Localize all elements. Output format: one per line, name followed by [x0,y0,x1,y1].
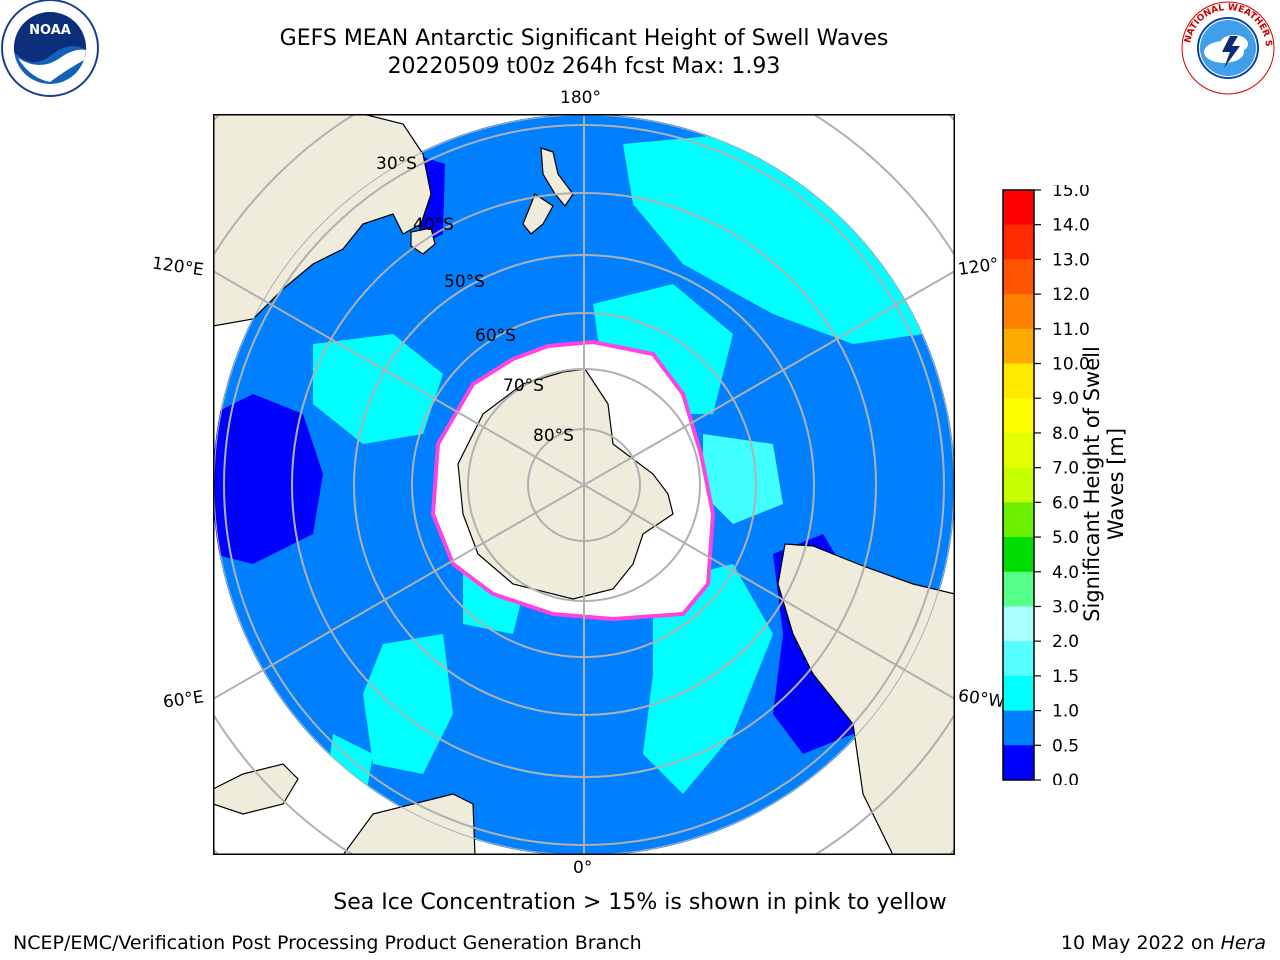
colorbar-bin [1003,537,1034,573]
footer-date-text: 10 May 2022 on [1060,932,1221,954]
colorbar-tick-label: 2.0 [1052,632,1079,652]
footer-host: Hera [1220,932,1266,954]
colorbar-bin [1003,432,1034,469]
longitude-gridlines [213,114,955,855]
colorbar-tick-label: 9.0 [1052,389,1079,409]
colorbar-tick-label: 4.0 [1052,563,1079,583]
noaa-logo: NOAA [1,0,99,97]
lon-label-60w: 60°W [956,686,1004,712]
nws-logo: NATIONAL WEATHER SERVICE [1178,0,1275,95]
colorbar-tick-label: 0.0 [1052,771,1079,785]
colorbar-tick-label: 3.0 [1052,597,1079,617]
lat-label-50s: 50°S [444,272,485,292]
colorbar-bin [1003,675,1034,712]
swell-patch-mid [363,634,453,774]
australia [213,114,432,327]
lat-label-40s: 40°S [413,215,454,235]
colorbar-tick-label: 1.0 [1052,702,1079,722]
new-zealand-south [522,193,554,235]
colorbar-bin [1003,641,1034,677]
lon-label-0: 0° [573,858,593,878]
colorbar-tick-label: 6.0 [1052,493,1079,513]
map-subtitle: 20220509 t00z 264h fcst Max: 1.93 [387,54,781,79]
sea-ice-caption: Sea Ice Concentration > 15% is shown in … [333,890,947,915]
colorbar-tick-label: 10.0 [1052,355,1090,375]
colorbar-tick-label: 11.0 [1052,320,1090,340]
colorbar-bin [1003,294,1034,330]
colorbar-bin [1003,467,1034,503]
footer-credit: NCEP/EMC/Verification Post Processing Pr… [13,932,642,954]
colorbar-bin [1003,745,1034,781]
colorbar-tick-label: 13.0 [1052,250,1090,270]
colorbar-label: Significant Height of Swell Waves [m] [1080,334,1128,634]
lon-label-180: 180° [560,88,601,108]
colorbar-tick-label: 12.0 [1052,285,1090,305]
lon-label-120w: 120° [956,254,1001,280]
lon-label-60e: 60°E [161,687,206,713]
colorbar-bin [1003,224,1034,260]
new-zealand-north [540,147,574,208]
colorbar-tick-label: 7.0 [1052,459,1079,479]
colorbar-bin [1003,190,1034,226]
swell-patch-high [703,434,783,524]
colorbar-bin [1003,710,1034,746]
colorbar-tick-label: 1.5 [1052,667,1079,687]
colorbar-bin [1003,328,1034,365]
lat-label-70s: 70°S [503,376,544,396]
colorbar-bin [1003,259,1034,295]
lat-label-30s: 30°S [376,154,417,174]
polar-map: 30°S 40°S 50°S 60°S 70°S 80°S [213,114,955,855]
colorbar-bin [1003,571,1034,607]
africa [342,793,476,855]
colorbar-tick-label: 15.0 [1052,185,1090,201]
footer-date: 10 May 2022 on Hera [1061,932,1266,954]
colorbar-tick-label: 8.0 [1052,424,1079,444]
colorbar-tick-label: 14.0 [1052,216,1090,236]
colorbar-label-line1: Significant Height of Swell [1080,346,1104,622]
madagascar [213,763,299,815]
swell-patch-mid [313,334,443,444]
colorbar-tick-label: 0.5 [1052,736,1079,756]
colorbar-bin [1003,398,1034,434]
colorbar: 15.0 14.0 13.0 12.0 11.0 10.0 9.0 8.0 7.0 6.0 5.0 4… [1002,185,1090,785]
colorbar-label-line2: Waves [m] [1104,427,1128,541]
lat-label-60s: 60°S [475,326,516,346]
colorbar-bin [1003,606,1034,642]
noaa-logo-text: NOAA [29,23,71,38]
colorbar-bin [1003,363,1034,399]
lon-label-120e: 120°E [150,253,205,281]
map-title: GEFS MEAN Antarctic Significant Height o… [279,26,889,51]
colorbar-bin [1003,502,1034,538]
lat-label-80s: 80°S [533,426,574,446]
colorbar-tick-label: 5.0 [1052,528,1079,548]
map-frame [213,114,955,855]
